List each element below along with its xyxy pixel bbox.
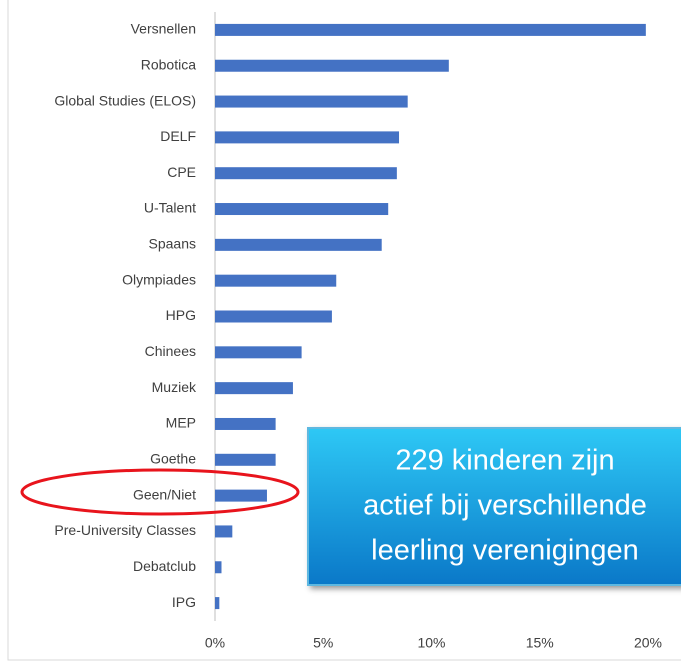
annotation: actief bij verschillende bbox=[363, 490, 647, 522]
y-tick-label: Debatclub bbox=[133, 558, 196, 574]
annotation: 229 kinderen zijn bbox=[395, 445, 614, 477]
bar bbox=[215, 489, 267, 502]
bar bbox=[215, 525, 233, 538]
y-tick-label: Spaans bbox=[149, 236, 196, 252]
bar bbox=[215, 382, 293, 395]
annotation-box bbox=[307, 427, 681, 586]
y-tick-label: IPG bbox=[172, 594, 196, 610]
bar bbox=[215, 167, 397, 180]
y-tick-label: CPE bbox=[167, 164, 196, 180]
bar bbox=[215, 95, 408, 108]
y-tick-label: Chinees bbox=[145, 343, 196, 359]
y-tick-label: Robotica bbox=[141, 56, 196, 72]
x-tick-label: 10% bbox=[417, 635, 445, 651]
x-tick-label: 20% bbox=[634, 635, 662, 651]
y-tick-label: Muziek bbox=[152, 379, 197, 395]
y-tick-label: HPG bbox=[166, 307, 196, 323]
y-tick-label: MEP bbox=[166, 415, 196, 431]
bar bbox=[215, 23, 646, 36]
y-tick-label: Olympiades bbox=[122, 271, 196, 287]
bar bbox=[215, 346, 302, 359]
bar bbox=[215, 203, 389, 216]
bar bbox=[215, 561, 222, 574]
x-tick-label: 5% bbox=[313, 635, 333, 651]
annotation: leerling verenigingen bbox=[371, 535, 639, 567]
bar bbox=[215, 131, 400, 144]
y-tick-label: U-Talent bbox=[144, 200, 196, 216]
bar bbox=[215, 274, 337, 287]
y-tick-label: Pre-University Classes bbox=[54, 522, 196, 538]
y-tick-label: Global Studies (ELOS) bbox=[54, 92, 196, 108]
y-tick-label: Goethe bbox=[150, 450, 196, 466]
plot: 0% 5% 10% 15% 20% Versnellen Robotica Global St… bbox=[54, 12, 662, 651]
highlight-ellipse bbox=[20, 468, 300, 516]
bar bbox=[215, 597, 220, 610]
bar bbox=[215, 310, 332, 323]
x-tick-label: 0% bbox=[205, 635, 225, 651]
x-tick-label: 15% bbox=[526, 635, 554, 651]
bar bbox=[215, 59, 449, 72]
bar bbox=[215, 417, 276, 430]
y-tick-label: Versnellen bbox=[131, 21, 196, 37]
bar bbox=[215, 453, 276, 466]
y-tick-label: Geen/Niet bbox=[133, 486, 196, 502]
bar bbox=[215, 238, 382, 251]
y-tick-label: DELF bbox=[160, 128, 196, 144]
frame bbox=[7, 0, 681, 661]
